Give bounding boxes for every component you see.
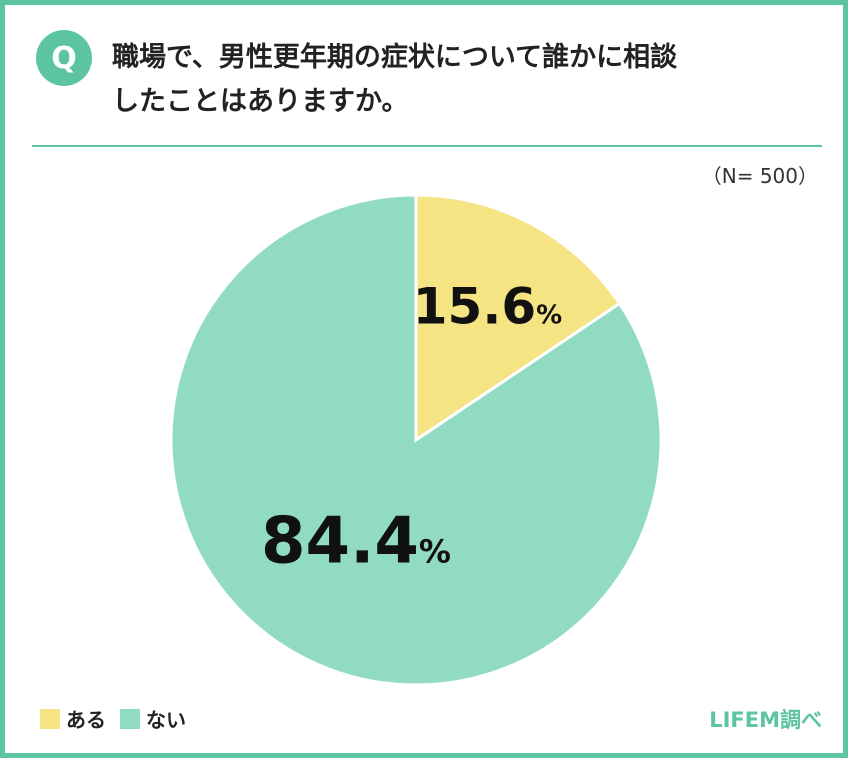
question-line-2: したことはありますか。: [112, 86, 409, 117]
pie-slice-aru: [414, 193, 622, 443]
question-title: 職場で、男性更年期の症状について誰かに相談 したことはありますか。: [112, 36, 812, 124]
source-credit: LIFEM調べ: [709, 708, 822, 732]
legend: ある ない: [40, 704, 200, 733]
pie-label-nai-value: 84.4: [261, 504, 419, 578]
pie-label-aru: 15.6%: [413, 277, 562, 335]
legend-swatch-nai: [120, 708, 140, 729]
legend-swatch-aru: [40, 708, 60, 729]
legend-label-nai: ない: [146, 708, 186, 732]
question-badge: Q: [36, 30, 92, 86]
pie-label-aru-value: 15.6: [413, 277, 536, 335]
title-divider: [32, 145, 822, 147]
pie-label-nai: 84.4%: [261, 504, 451, 578]
question-line-1: 職場で、男性更年期の症状について誰かに相談: [112, 42, 678, 73]
pie-label-nai-unit: %: [419, 532, 451, 570]
pie-slice-nai: [169, 193, 663, 687]
legend-item-nai: ない: [120, 704, 186, 733]
legend-item-aru: ある: [40, 704, 106, 733]
legend-label-aru: ある: [66, 708, 106, 732]
sample-size: （N= 500）: [701, 164, 818, 188]
pie-label-aru-unit: %: [536, 300, 562, 330]
